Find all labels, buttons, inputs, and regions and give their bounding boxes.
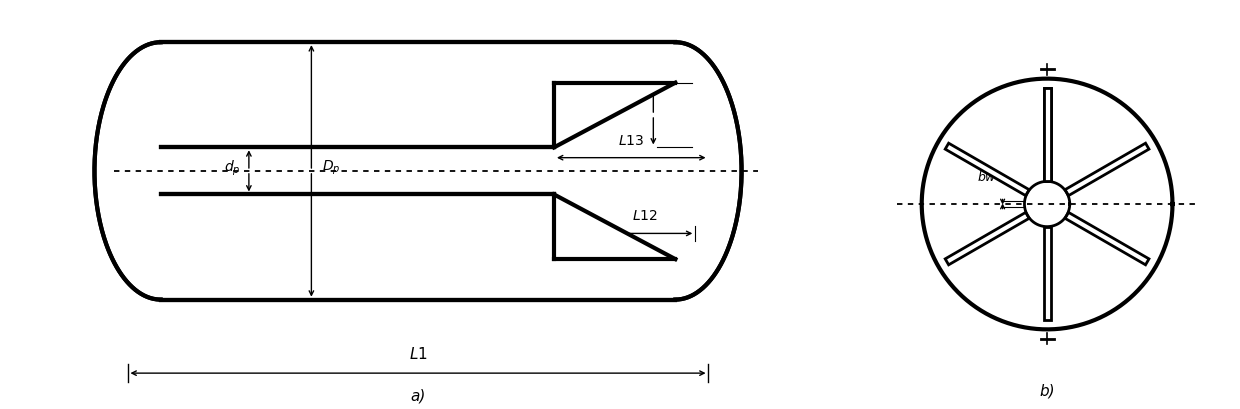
Text: $d_p$: $d_p$	[223, 158, 241, 178]
Text: $L1$: $L1$	[409, 345, 428, 361]
Polygon shape	[945, 213, 1029, 265]
Text: $R6$: $R6$	[636, 78, 656, 92]
Text: b): b)	[1039, 382, 1055, 398]
Polygon shape	[554, 43, 676, 148]
Polygon shape	[94, 43, 161, 300]
Polygon shape	[676, 43, 742, 300]
Polygon shape	[161, 43, 676, 300]
Text: $L13$: $L13$	[619, 133, 645, 147]
Polygon shape	[1024, 182, 1070, 227]
Polygon shape	[1065, 213, 1149, 265]
Polygon shape	[1065, 144, 1149, 196]
Polygon shape	[1044, 227, 1050, 320]
Polygon shape	[921, 79, 1173, 330]
Text: $D_p$: $D_p$	[322, 159, 341, 177]
Polygon shape	[1044, 89, 1050, 182]
Polygon shape	[945, 144, 1029, 196]
Text: a): a)	[410, 388, 425, 403]
Text: $bw$: $bw$	[977, 169, 997, 183]
Polygon shape	[554, 195, 676, 300]
Text: $L12$: $L12$	[632, 209, 658, 223]
Polygon shape	[1044, 89, 1050, 182]
